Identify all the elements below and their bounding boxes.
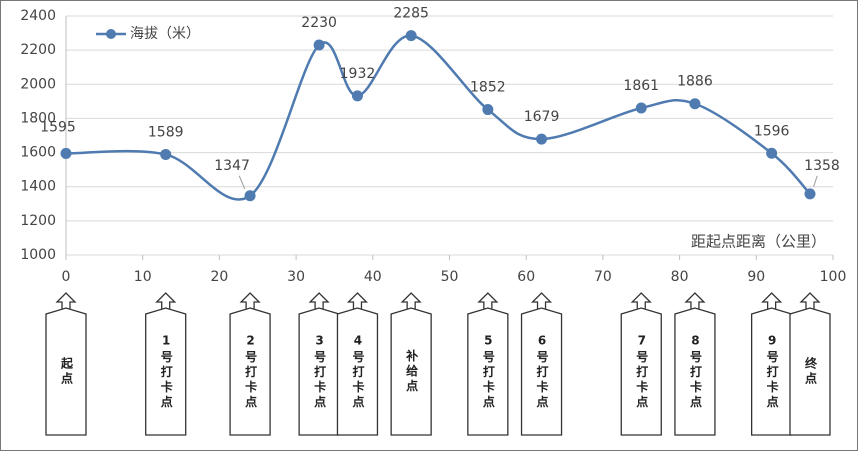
signpost — [520, 292, 563, 436]
signpost — [145, 292, 187, 436]
point — [536, 133, 548, 145]
point — [635, 102, 647, 114]
data-label: 1932 — [340, 66, 376, 82]
point — [482, 104, 494, 116]
checkpoint-label: 3号打卡点 — [313, 334, 327, 411]
data-label: 1358 — [804, 158, 840, 174]
signpost — [674, 292, 716, 436]
x-tick-label: 40 — [364, 269, 382, 285]
legend-marker — [106, 29, 116, 39]
x-tick-label: 70 — [594, 269, 612, 285]
checkpoint-label: 补给点 — [405, 348, 419, 394]
checkpoint-label: 起点 — [60, 356, 74, 387]
x-tick-label: 0 — [62, 269, 71, 285]
legend-label: 海拔（米） — [130, 26, 200, 42]
x-tick-label: 100 — [820, 269, 847, 285]
y-tick-label: 2200 — [20, 42, 56, 58]
checkpoint-label: 7号打卡点 — [635, 334, 649, 411]
checkpoint-label: 5号打卡点 — [481, 334, 495, 411]
point — [689, 98, 701, 110]
data-label: 1886 — [677, 74, 713, 90]
checkpoint-label: 4号打卡点 — [351, 334, 365, 411]
signpost — [336, 292, 379, 436]
y-tick-label: 1200 — [20, 213, 56, 229]
x-axis-label: 距起点距离（公里） — [691, 233, 826, 251]
x-tick-label: 80 — [671, 269, 689, 285]
x-tick-label: 20 — [210, 269, 228, 285]
data-label: 1589 — [148, 124, 184, 140]
point — [60, 147, 72, 159]
x-tick-label: 90 — [747, 269, 765, 285]
data-label: 1679 — [524, 109, 560, 125]
data-label: 2285 — [393, 6, 429, 22]
checkpoint-label: 2号打卡点 — [244, 334, 258, 411]
signpost — [620, 292, 662, 436]
x-tick-label: 60 — [517, 269, 535, 285]
signpost — [467, 292, 509, 436]
point — [160, 148, 172, 160]
point — [766, 147, 778, 159]
point — [804, 188, 816, 200]
point — [405, 30, 417, 42]
data-label: 1596 — [754, 123, 790, 139]
signpost — [789, 292, 831, 436]
x-tick-label: 10 — [134, 269, 152, 285]
data-label: 1347 — [214, 158, 250, 174]
y-tick-label: 1600 — [20, 145, 56, 161]
signpost — [45, 292, 87, 436]
checkpoint-label: 9号打卡点 — [765, 334, 779, 411]
point — [244, 190, 256, 202]
point — [351, 90, 363, 102]
y-tick-label: 1400 — [20, 179, 56, 195]
point — [313, 39, 325, 51]
data-label: 2230 — [301, 15, 337, 31]
y-tick-label: 2400 — [20, 8, 56, 24]
x-tick-label: 30 — [287, 269, 305, 285]
leader-line — [813, 175, 818, 188]
signpost — [229, 292, 271, 436]
y-tick-label: 1800 — [20, 110, 56, 126]
y-tick-label: 1000 — [20, 247, 56, 263]
signpost — [750, 292, 793, 436]
checkpoint-label: 1号打卡点 — [159, 334, 173, 411]
x-tick-label: 50 — [441, 269, 459, 285]
signpost — [298, 292, 340, 436]
data-label: 1595 — [40, 119, 76, 135]
leader-line — [238, 175, 246, 189]
data-label: 1861 — [623, 78, 659, 94]
data-label: 1852 — [470, 80, 506, 96]
y-tick-label: 2000 — [20, 76, 56, 92]
checkpoint-label: 8号打卡点 — [688, 334, 702, 411]
checkpoint-label: 6号打卡点 — [535, 334, 549, 411]
checkpoint-label: 终点 — [803, 356, 817, 387]
signpost — [390, 292, 432, 436]
